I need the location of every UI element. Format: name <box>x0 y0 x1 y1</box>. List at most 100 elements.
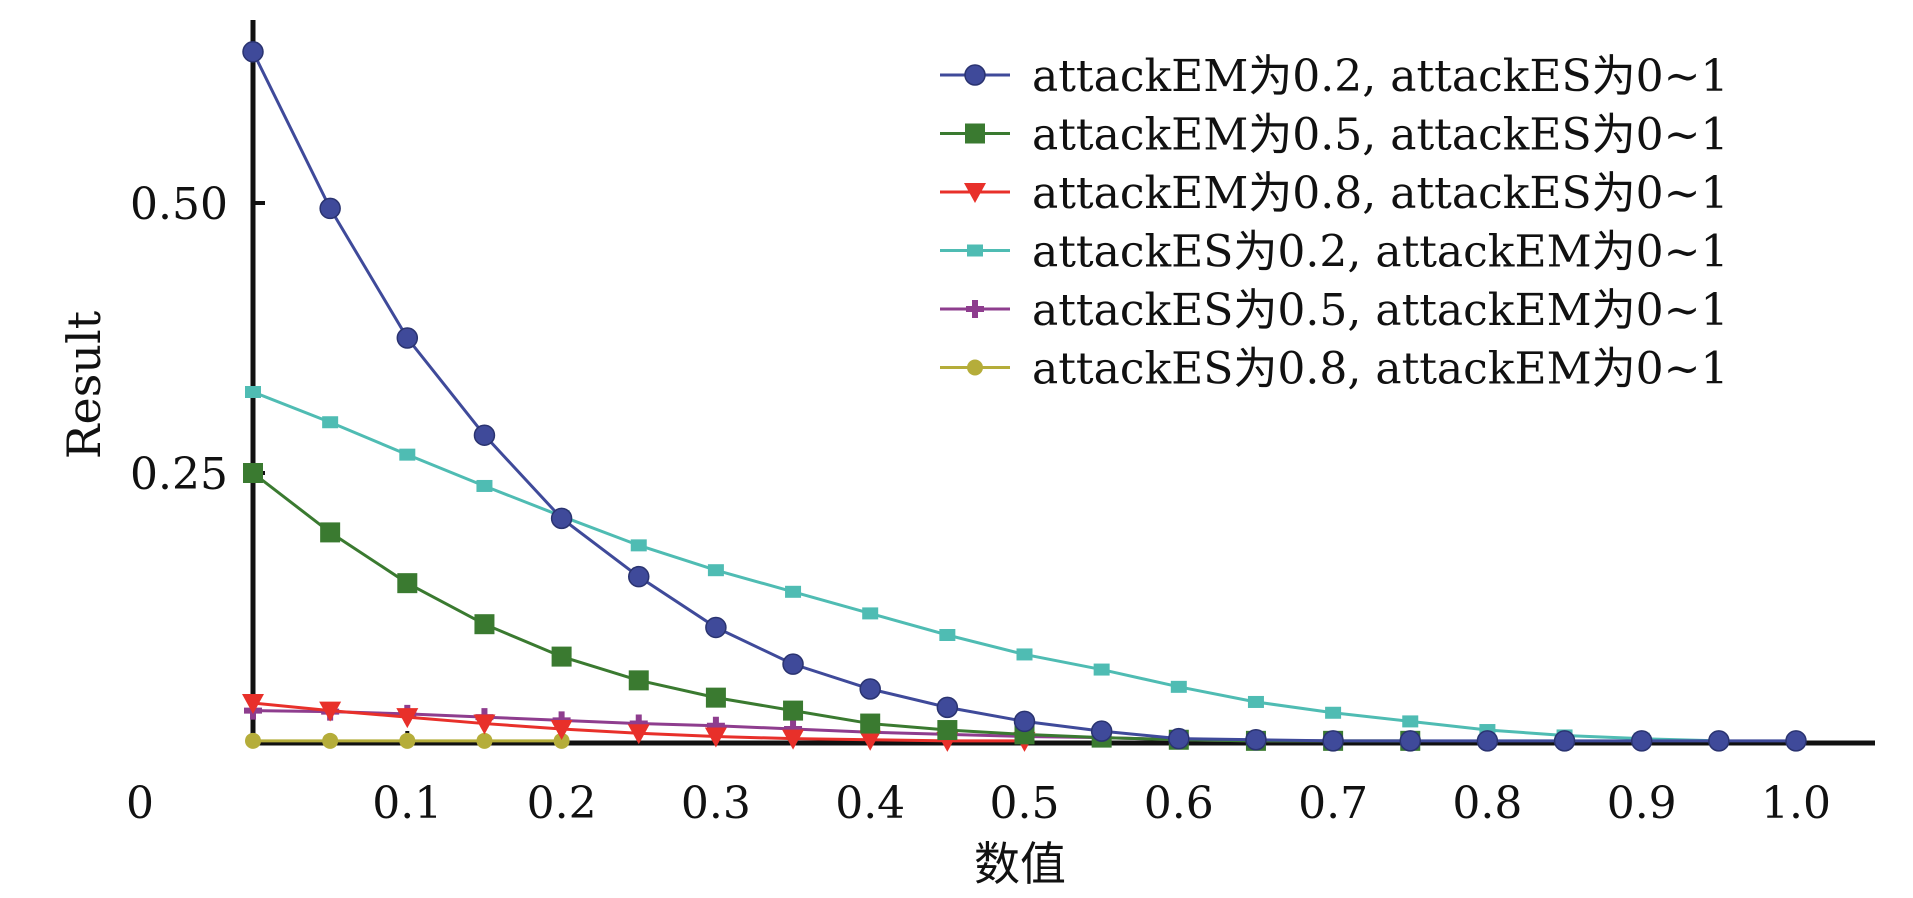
data-point <box>1322 730 1344 752</box>
data-point <box>939 629 956 641</box>
data-point <box>1785 730 1807 752</box>
tick-labels: 0.1 0.2 0.3 0.4 0.5 0.6 0.7 0.8 0.9 1.0 0.25 0.50 <box>130 179 1831 829</box>
data-point <box>553 732 570 749</box>
data-point <box>1402 715 1419 728</box>
series-4 <box>245 386 1727 747</box>
legend-swatch-marker <box>964 64 986 86</box>
legend-label: attackEM为0.2, attackES为0~1 <box>1032 51 1729 102</box>
data-point <box>1168 727 1190 750</box>
series-1 <box>242 41 1807 752</box>
data-point <box>859 730 882 751</box>
legend: attackEM为0.2, attackES为0~1 attackEM为0.5, … <box>940 51 1729 395</box>
data-point <box>784 719 803 738</box>
data-point <box>319 197 341 220</box>
data-point <box>550 507 573 530</box>
data-point <box>1630 730 1653 752</box>
x-tick-label: 0.1 <box>372 778 442 829</box>
x-tick-label: 0.4 <box>835 778 905 829</box>
series-6 <box>245 732 570 749</box>
legend-item: attackEM为0.2, attackES为0~1 <box>940 51 1729 102</box>
data-point <box>630 539 647 552</box>
data-point <box>1013 710 1036 733</box>
data-point <box>1553 730 1576 752</box>
series-2-line <box>252 471 1411 743</box>
data-point <box>1090 720 1113 742</box>
y-axis-label: Result <box>57 310 111 459</box>
legend-label: attackES为0.8, attackEM为0~1 <box>1032 344 1729 395</box>
legend-swatch-marker <box>964 183 986 203</box>
data-point <box>476 732 493 749</box>
legend-label: attackEM为0.5, attackES为0~1 <box>1032 110 1729 161</box>
data-point <box>704 727 727 748</box>
data-point <box>785 585 802 598</box>
y-tick-label: 0.50 <box>130 179 228 230</box>
data-point <box>1708 730 1730 752</box>
data-point <box>706 716 725 735</box>
data-point <box>860 713 881 734</box>
data-point <box>859 678 881 700</box>
data-point <box>242 694 264 715</box>
data-point <box>629 714 648 733</box>
series-2 <box>243 463 1421 751</box>
legend-item: attackEM为0.5, attackES为0~1 <box>940 110 1729 161</box>
data-point <box>473 424 496 446</box>
axes <box>250 20 1875 746</box>
legend-swatch-marker <box>967 244 983 257</box>
data-point <box>1325 706 1342 719</box>
data-point <box>705 616 727 639</box>
legend-label: attackES为0.5, attackEM为0~1 <box>1032 285 1729 336</box>
data-point <box>396 327 419 349</box>
data-point <box>550 719 573 740</box>
data-point <box>1247 695 1264 708</box>
x-tick-label: 0.2 <box>527 778 597 829</box>
x-tick-label: 0.8 <box>1452 778 1522 829</box>
data-point <box>628 670 649 691</box>
data-point <box>322 732 339 749</box>
data-point <box>322 416 339 429</box>
x-tick-label: 0.5 <box>990 778 1060 829</box>
data-point <box>399 732 416 749</box>
data-point <box>1093 663 1110 676</box>
data-point <box>628 565 650 588</box>
x-tick-label: 0.6 <box>1144 778 1214 829</box>
data-point <box>473 714 496 735</box>
data-point <box>245 386 261 398</box>
data-point <box>782 729 805 750</box>
data-point <box>936 696 959 719</box>
data-point <box>243 463 263 483</box>
legend-swatch-marker <box>967 359 983 376</box>
data-point <box>476 479 493 492</box>
data-point <box>474 614 495 635</box>
legend-swatch-marker <box>966 300 984 318</box>
data-point <box>1170 680 1187 693</box>
legend-item: attackEM为0.8, attackES为0~1 <box>940 168 1729 219</box>
series-4-line <box>252 390 1719 743</box>
data-point <box>1245 729 1267 751</box>
series-group <box>242 41 1807 752</box>
data-point <box>783 700 804 721</box>
origin-label: 0 <box>126 778 154 829</box>
data-point <box>1016 648 1033 661</box>
data-point <box>396 708 419 729</box>
data-point <box>782 653 804 675</box>
data-point <box>705 687 726 708</box>
data-point <box>319 701 342 722</box>
data-point <box>1476 730 1499 752</box>
data-point <box>551 646 572 667</box>
tick-marks <box>253 201 1798 743</box>
legend-label: attackEM为0.8, attackES为0~1 <box>1032 168 1729 219</box>
data-point <box>862 607 879 620</box>
y-tick-label: 0.25 <box>130 449 228 500</box>
data-point <box>245 732 261 749</box>
x-tick-label: 0.7 <box>1298 778 1368 829</box>
x-tick-label: 0.3 <box>681 778 751 829</box>
data-point <box>320 522 341 543</box>
data-point <box>1399 730 1421 752</box>
legend-swatch-marker <box>965 123 985 144</box>
x-axis-label: 数值 <box>974 837 1066 891</box>
legend-item: attackES为0.5, attackEM为0~1 <box>940 285 1729 336</box>
x-tick-label: 0.9 <box>1607 778 1677 829</box>
data-point <box>242 41 264 63</box>
legend-item: attackES为0.2, attackEM为0~1 <box>940 227 1729 278</box>
